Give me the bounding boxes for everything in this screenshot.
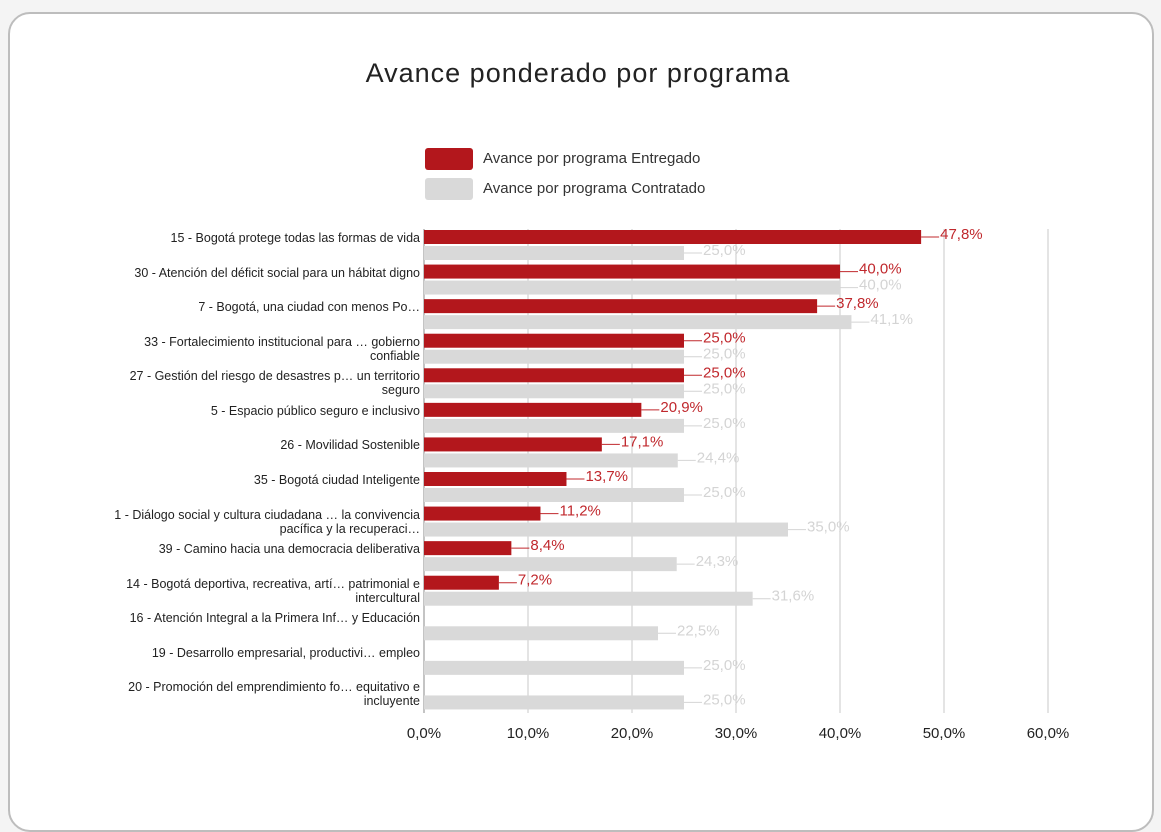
category-label: 26 - Movilidad Sostenible: [280, 438, 420, 453]
bar: [424, 660, 684, 675]
value-label: 25,0%: [703, 346, 746, 363]
value-label: 13,7%: [585, 468, 628, 485]
category-label: 14 - Bogotá deportiva, recreativa, artí……: [126, 576, 420, 605]
value-label: 25,0%: [703, 364, 746, 381]
bar: [424, 230, 922, 244]
bar: [424, 522, 788, 537]
category-label: 27 - Gestión del riesgo de desastres p… …: [129, 369, 420, 398]
value-label: 25,0%: [703, 657, 746, 674]
value-label: 35,0%: [807, 519, 850, 536]
x-tick-label: 20,0%: [611, 725, 654, 742]
bar: [424, 506, 541, 521]
category-label: 1 - Diálogo social y cultura ciudadana ……: [114, 507, 420, 536]
value-label: 24,3%: [696, 553, 739, 570]
bar: [424, 557, 677, 572]
value-label: 25,0%: [703, 330, 746, 347]
bar: [424, 453, 678, 468]
category-label: 20 - Promoción del emprendimiento fo… eq…: [128, 680, 420, 709]
value-label: 22,5%: [677, 622, 720, 639]
value-label: 41,1%: [870, 311, 913, 328]
legend-swatch: [425, 178, 473, 200]
category-label: 33 - Fortalecimiento institucional para …: [144, 334, 420, 363]
value-label: 47,8%: [940, 226, 983, 243]
value-label: 25,0%: [703, 380, 746, 397]
category-label: 35 - Bogotá ciudad Inteligente: [253, 473, 420, 487]
bar: [424, 333, 684, 348]
bar: [424, 349, 684, 364]
value-label: 11,2%: [559, 503, 600, 520]
category-label: 5 - Espacio público seguro e inclusivo: [210, 403, 420, 418]
value-label: 8,4%: [530, 537, 564, 554]
value-label: 25,0%: [703, 415, 746, 432]
bar: [424, 626, 658, 641]
category-label: 7 - Bogotá, una ciudad con menos Po…: [198, 300, 420, 315]
bar: [424, 246, 684, 260]
value-label: 25,0%: [703, 484, 746, 501]
bar: [424, 591, 753, 606]
value-label: 20,9%: [660, 399, 703, 416]
bar: [424, 368, 684, 383]
value-label: 7,2%: [518, 572, 552, 589]
legend-label: Avance por programa Contratado: [483, 180, 705, 197]
category-label: 30 - Atención del déficit social para un…: [134, 265, 420, 280]
value-label: 37,8%: [836, 295, 879, 312]
bar: [424, 575, 499, 590]
bar: [424, 280, 840, 295]
bar: [424, 472, 567, 486]
bar: [424, 541, 512, 556]
category-label: 39 - Camino hacia una democracia deliber…: [158, 542, 420, 557]
bar: [424, 402, 642, 417]
bar: [424, 695, 684, 710]
bar: [424, 264, 840, 279]
value-label: 24,4%: [697, 449, 740, 466]
legend-swatch: [425, 148, 473, 170]
category-label: 15 - Bogotá protege todas las formas de …: [170, 231, 420, 245]
value-label: 31,6%: [772, 588, 815, 605]
value-label: 25,0%: [703, 242, 746, 259]
bar: [424, 299, 818, 314]
x-tick-label: 0,0%: [407, 725, 441, 742]
x-tick-label: 30,0%: [715, 725, 758, 742]
value-label: 40,0%: [859, 277, 902, 294]
value-label: 40,0%: [859, 261, 902, 278]
bar: [424, 315, 852, 330]
x-tick-label: 60,0%: [1027, 725, 1070, 742]
category-label: 16 - Atención Integral a la Primera Inf……: [129, 611, 420, 626]
bar: [424, 384, 684, 399]
bar: [424, 418, 684, 433]
bar: [424, 488, 684, 502]
x-tick-label: 10,0%: [507, 725, 550, 742]
x-tick-label: 40,0%: [819, 725, 862, 742]
x-tick-label: 50,0%: [923, 725, 966, 742]
chart-title: Avance ponderado por programa: [366, 58, 791, 88]
value-label: 25,0%: [703, 691, 746, 708]
bar: [424, 437, 602, 452]
legend-label: Avance por programa Entregado: [483, 150, 700, 167]
value-label: 17,1%: [621, 433, 664, 450]
category-label: 19 - Desarrollo empresarial, productivi……: [151, 645, 420, 660]
